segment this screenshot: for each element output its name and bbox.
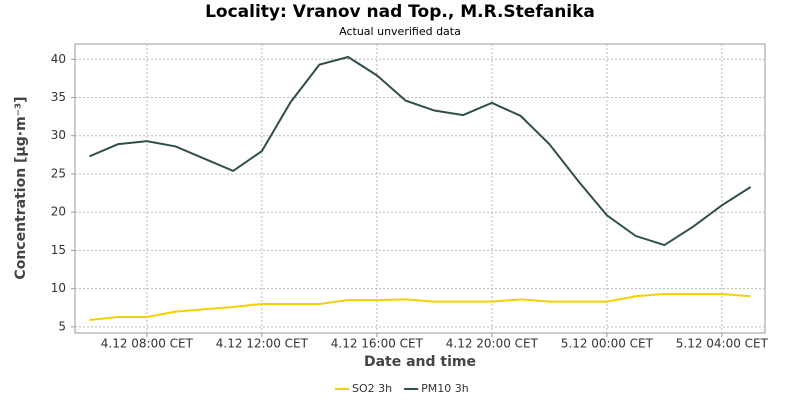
chart-title: Locality: Vranov nad Top., M.R.Stefanika [205, 2, 595, 22]
legend-label: SO2 3h [352, 382, 392, 395]
x-tick-label: 4.12 12:00 CET [216, 337, 309, 351]
y-tick-label: 20 [51, 205, 66, 219]
y-tick-label: 30 [51, 128, 66, 142]
y-axis-title: Concentration [µg·m⁻³] [13, 96, 29, 279]
plot-frame [74, 43, 766, 334]
x-tick-label: 4.12 08:00 CET [101, 337, 194, 351]
y-tick-label: 25 [51, 166, 66, 180]
y-tick-label: 10 [51, 281, 66, 295]
x-axis-title: Date and time [364, 354, 476, 370]
legend-label: PM10 3h [421, 382, 469, 395]
x-tick-label: 5.12 04:00 CET [676, 337, 769, 351]
y-tick-label: 40 [51, 52, 66, 66]
x-tick-label: 4.12 20:00 CET [446, 337, 539, 351]
y-tick-label: 5 [58, 319, 66, 333]
chart-subtitle: Actual unverified data [339, 25, 461, 38]
y-tick-label: 35 [51, 90, 66, 104]
series-line [88, 55, 752, 247]
series-line [89, 293, 751, 321]
x-tick-label: 4.12 16:00 CET [331, 337, 424, 351]
y-tick-label: 15 [51, 243, 66, 257]
x-tick-label: 5.12 00:00 CET [561, 337, 654, 351]
